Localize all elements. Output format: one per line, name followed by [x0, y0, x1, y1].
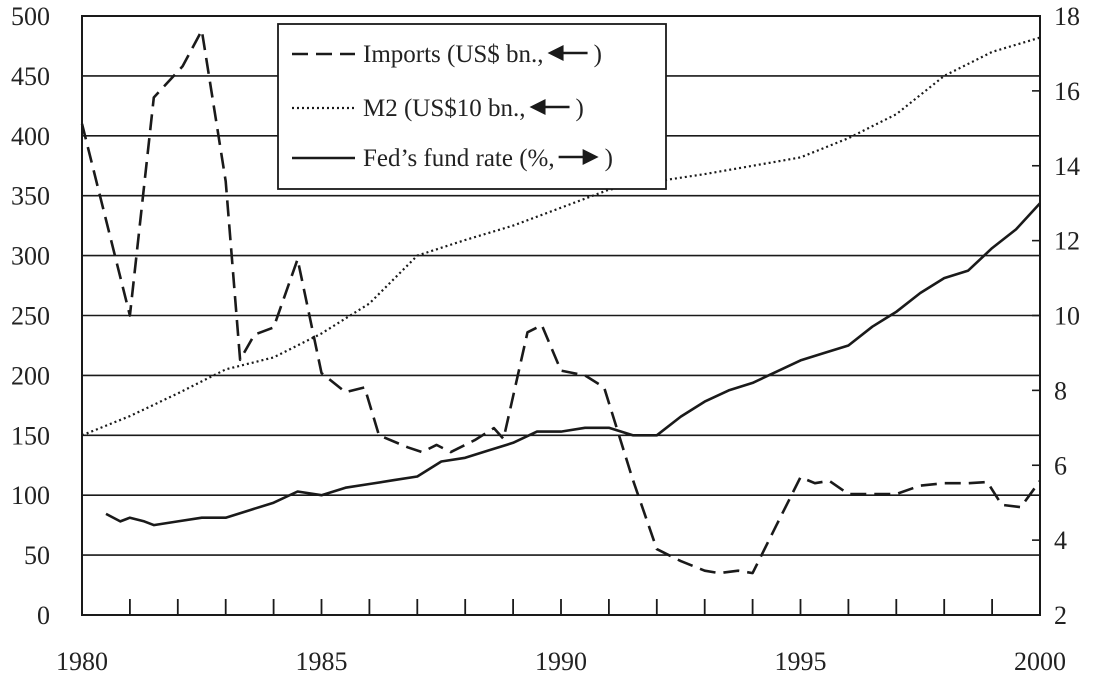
- y-left-tick-label-450: 450: [11, 62, 50, 91]
- arrow-head: [529, 99, 546, 115]
- legend-label-end-1: ): [576, 95, 584, 122]
- y-right-tick-label-6: 6: [1054, 451, 1067, 480]
- series-line-dashed: [80, 29, 1042, 575]
- axes: 0 50 100 150 200 250 300 350 400 450 500 2 4 6 8 10 12 14…: [11, 2, 1080, 676]
- y-left-tick-label-200: 200: [11, 361, 50, 390]
- y-right-tick-label-18: 18: [1054, 2, 1080, 31]
- y-right-tick-label-8: 8: [1054, 376, 1067, 405]
- legend-label-0: Imports (US$ bn.,: [363, 41, 544, 68]
- y-right-tick-label-4: 4: [1054, 526, 1067, 555]
- legend-box: [277, 23, 667, 190]
- x-tick-label-1980: 1980: [56, 647, 108, 676]
- series-line-solid: [105, 202, 1041, 527]
- y-left-tick-label-0: 0: [37, 601, 50, 630]
- y-right-tick-label-2: 2: [1054, 601, 1067, 630]
- arrow-right-icon: [558, 149, 599, 165]
- y-left-tick-label-50: 50: [24, 541, 50, 570]
- plot-frame: [81, 15, 1041, 616]
- y-left-tick-label-300: 300: [11, 242, 50, 271]
- legend-label-end-0: ): [594, 41, 602, 68]
- y-left-tick-label-250: 250: [11, 302, 50, 331]
- arrow-head: [582, 149, 599, 165]
- arrow-left-icon: [529, 99, 570, 115]
- x-tick-label-1995: 1995: [775, 647, 827, 676]
- y-left-tick-label-350: 350: [11, 182, 50, 211]
- y-right-tick-label-16: 16: [1054, 77, 1080, 106]
- arrow-left-icon: [547, 45, 588, 61]
- y-right-tick-label-12: 12: [1054, 227, 1080, 256]
- x-tick-label-1990: 1990: [535, 647, 587, 676]
- legend: Imports (US$ bn., ) M2 (US$10 bn., ) Fed’s…: [277, 23, 667, 190]
- y-left-tick-label-100: 100: [11, 481, 50, 510]
- x-tick-label-1985: 1985: [296, 647, 348, 676]
- y-left-tick-label-150: 150: [11, 421, 50, 450]
- legend-label-2: Fed’s fund rate (%,: [363, 145, 555, 172]
- series-line-dotted: [81, 36, 1041, 437]
- x-tick-label-2000: 2000: [1014, 647, 1066, 676]
- y-right-tick-label-14: 14: [1054, 152, 1080, 181]
- y-left-tick-label-400: 400: [11, 122, 50, 151]
- y-right-tick-label-10: 10: [1054, 302, 1080, 331]
- series-group: [80, 29, 1042, 575]
- y-left-tick-label-500: 500: [11, 2, 50, 31]
- legend-label-1: M2 (US$10 bn.,: [363, 95, 526, 122]
- arrow-head: [547, 45, 564, 61]
- legend-label-end-2: ): [605, 145, 613, 172]
